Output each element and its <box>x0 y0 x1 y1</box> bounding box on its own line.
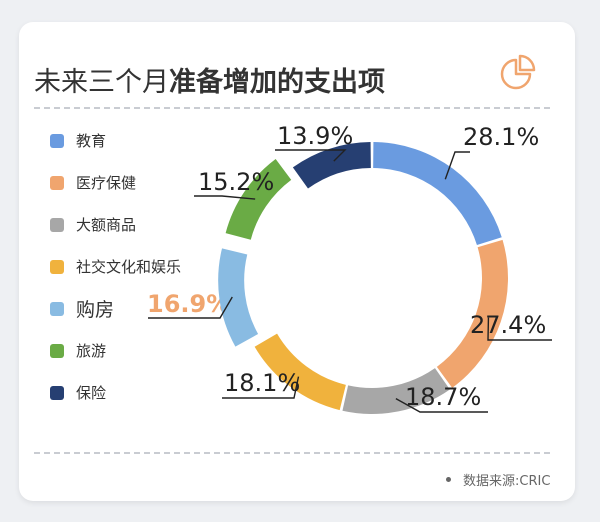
leader-line <box>395 398 488 413</box>
source-note: 数据来源:CRIC <box>446 470 550 489</box>
legend-label: 购房 <box>76 299 115 321</box>
legend-label: 大额商品 <box>76 216 137 234</box>
chart-title: 未来三个月准备增加的支出项 <box>34 60 385 99</box>
legend-item: 购房 <box>50 295 114 322</box>
donut-slice <box>436 239 508 388</box>
highlight-value: 16.9% <box>147 290 231 318</box>
legend-label: 医疗保健 <box>76 174 137 192</box>
bullet-dot <box>446 477 451 482</box>
data-label: 13.9% <box>277 122 353 150</box>
data-label: 18.7% <box>405 383 481 411</box>
legend-swatch <box>50 343 64 358</box>
legend-label: 旅游 <box>76 342 107 360</box>
leader-line <box>444 151 470 180</box>
leader-line <box>487 317 552 341</box>
donut-slice <box>254 333 346 411</box>
legend-swatch <box>50 385 64 400</box>
leader-line <box>222 376 300 399</box>
title-normal: 未来三个月 <box>34 67 169 98</box>
bottom-divider <box>34 452 550 454</box>
legend-item: 医疗保健 <box>50 172 136 193</box>
leader-line <box>148 296 233 319</box>
legend-item: 旅游 <box>50 340 106 361</box>
legend-swatch <box>50 301 64 316</box>
donut-slice <box>225 159 292 240</box>
title-bold: 准备增加的支出项 <box>169 67 385 98</box>
donut-slice <box>342 368 450 414</box>
donut-slice <box>218 248 259 347</box>
legend-item: 教育 <box>50 130 106 151</box>
legend-swatch <box>50 133 64 148</box>
legend-swatch <box>50 175 64 190</box>
legend-label: 社交文化和娱乐 <box>76 258 182 276</box>
top-divider <box>34 107 550 109</box>
source-text: 数据来源:CRIC <box>463 474 551 489</box>
legend-swatch <box>50 217 64 232</box>
pie-chart-icon <box>500 54 536 90</box>
data-label: 18.1% <box>224 369 300 397</box>
legend-item: 保险 <box>50 382 106 403</box>
legend-item: 大额商品 <box>50 214 136 235</box>
legend-item: 社交文化和娱乐 <box>50 256 181 277</box>
legend-swatch <box>50 259 64 274</box>
legend-label: 教育 <box>76 132 107 150</box>
donut-slice <box>292 142 371 189</box>
leader-line <box>194 195 256 200</box>
data-label: 28.1% <box>463 123 539 151</box>
data-label: 15.2% <box>198 168 274 196</box>
legend-label: 保险 <box>76 384 107 402</box>
data-label: 27.4% <box>470 311 546 339</box>
leader-line <box>275 149 347 162</box>
donut-slice <box>373 142 502 246</box>
